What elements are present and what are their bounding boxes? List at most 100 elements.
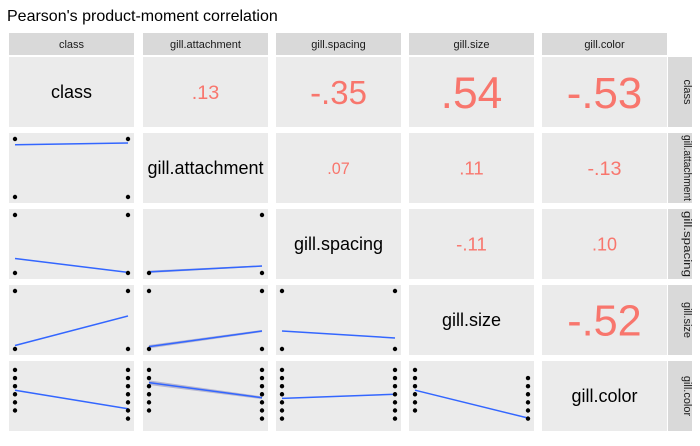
- scatter-point: [146, 383, 152, 389]
- scatter-point: [279, 367, 285, 373]
- scatter-point: [279, 383, 285, 389]
- scatter-point: [392, 375, 398, 381]
- column-strips: class gill.attachment gill.spacing gill.siz…: [9, 33, 667, 55]
- panel-bg: [9, 209, 134, 279]
- scatter-point: [412, 375, 418, 381]
- scatter-point: [12, 346, 18, 352]
- chart-title: Pearson's product-moment correlation: [7, 8, 278, 25]
- column-strip-label: class: [59, 39, 85, 51]
- correlation-label: .10: [592, 234, 617, 254]
- scatter-point: [125, 346, 131, 352]
- panel-bg: [276, 133, 401, 203]
- column-strip-bg: [409, 33, 534, 55]
- scatter-point: [125, 194, 131, 200]
- scatter-point: [525, 416, 531, 421]
- scatter-point: [392, 383, 398, 389]
- scatter-point: [12, 383, 18, 389]
- scatter-point: [259, 375, 265, 381]
- row-strip-bg: [668, 285, 692, 355]
- panel-2-0: [9, 209, 134, 279]
- scatter-point: [146, 392, 152, 397]
- panel-bg: [542, 209, 667, 279]
- column-strip-label: gill.attachment: [170, 39, 241, 51]
- panel-bg: [542, 133, 667, 203]
- scatter-point: [12, 408, 18, 413]
- row-strip-gill-color: gill.color: [668, 361, 693, 431]
- scatter-point: [146, 408, 152, 413]
- fit-line: [281, 393, 396, 400]
- panel-3-3: gill.size: [409, 285, 534, 355]
- panel-bg: [542, 285, 667, 355]
- panel-1-4: -.13: [542, 133, 667, 203]
- row-strips: class gill.attachment gill.spacing gill.siz…: [668, 57, 693, 431]
- scatter-point: [125, 375, 131, 381]
- scatter-point: [392, 288, 398, 294]
- scatter-point: [125, 383, 131, 389]
- row-strip-label: gill.size: [681, 302, 693, 338]
- panel-2-1: [143, 209, 268, 279]
- panel-4-3: [409, 361, 534, 431]
- scatter-point: [279, 375, 285, 381]
- scatter-point: [146, 367, 152, 373]
- column-strip-label: gill.spacing: [311, 39, 365, 51]
- correlation-label: -.53: [567, 69, 642, 118]
- column-strip-gill-spacing: gill.spacing: [276, 33, 401, 55]
- scatter-point: [146, 270, 152, 276]
- correlation-label: -.35: [310, 74, 367, 111]
- row-strip-gill-size: gill.size: [668, 285, 693, 355]
- scatter-point: [125, 367, 131, 373]
- scatter-point: [146, 375, 152, 381]
- scatter-point: [525, 383, 531, 389]
- row-strip-gill-spacing: gill.spacing: [668, 209, 693, 279]
- scatter-point: [125, 400, 131, 405]
- scatter-point: [412, 383, 418, 389]
- scatter-point: [125, 416, 131, 421]
- scatter-point: [392, 416, 398, 421]
- scatter-point: [146, 400, 152, 405]
- scatter-point: [279, 408, 285, 413]
- panel-bg: [143, 57, 268, 127]
- panel-4-4: gill.color: [542, 361, 667, 431]
- scatter-point: [259, 212, 265, 218]
- scatter-point: [392, 367, 398, 373]
- row-strip-label: gill.color: [681, 376, 693, 417]
- scatter-point: [279, 346, 285, 352]
- scatter-point: [392, 400, 398, 405]
- panel-2-4: .10: [542, 209, 667, 279]
- panel-bg: [143, 133, 268, 203]
- scatter-point: [12, 400, 18, 405]
- panel-2-2: gill.spacing: [276, 209, 401, 279]
- panel-1-1: gill.attachment: [143, 133, 268, 203]
- correlation-label: .13: [192, 82, 220, 104]
- panel-1-3: .11: [409, 133, 534, 203]
- correlation-label: .11: [459, 158, 483, 179]
- column-strip-bg: [143, 33, 268, 55]
- panel-0-0: class: [9, 57, 134, 127]
- panel-1-0: [9, 133, 134, 203]
- scatter-point: [259, 367, 265, 373]
- scatter-point: [259, 383, 265, 389]
- scatter-point: [279, 392, 285, 397]
- scatter-point: [279, 288, 285, 294]
- row-strip-label: gill.spacing: [681, 211, 693, 277]
- scatter-point: [12, 136, 18, 142]
- scatter-point: [279, 416, 285, 421]
- scatter-point: [259, 400, 265, 405]
- scatter-point: [125, 288, 131, 294]
- scatter-point: [392, 346, 398, 352]
- correlation-label: .54: [441, 69, 503, 118]
- scatter-point: [412, 408, 418, 413]
- column-strip-gill-color: gill.color: [542, 33, 667, 55]
- diagonal-label-gill-size: gill.size: [442, 310, 501, 330]
- row-strip-bg: [668, 209, 692, 279]
- fit-line: [148, 330, 263, 348]
- panel-3-1: [143, 285, 268, 355]
- panel-bg: [409, 285, 534, 355]
- scatter-point: [12, 288, 18, 294]
- correlation-label: .07: [327, 160, 350, 178]
- panel-bg: [409, 133, 534, 203]
- fit-line: [148, 265, 263, 273]
- diagonal-label-class: class: [51, 82, 92, 102]
- correlation-label: -.52: [567, 298, 641, 346]
